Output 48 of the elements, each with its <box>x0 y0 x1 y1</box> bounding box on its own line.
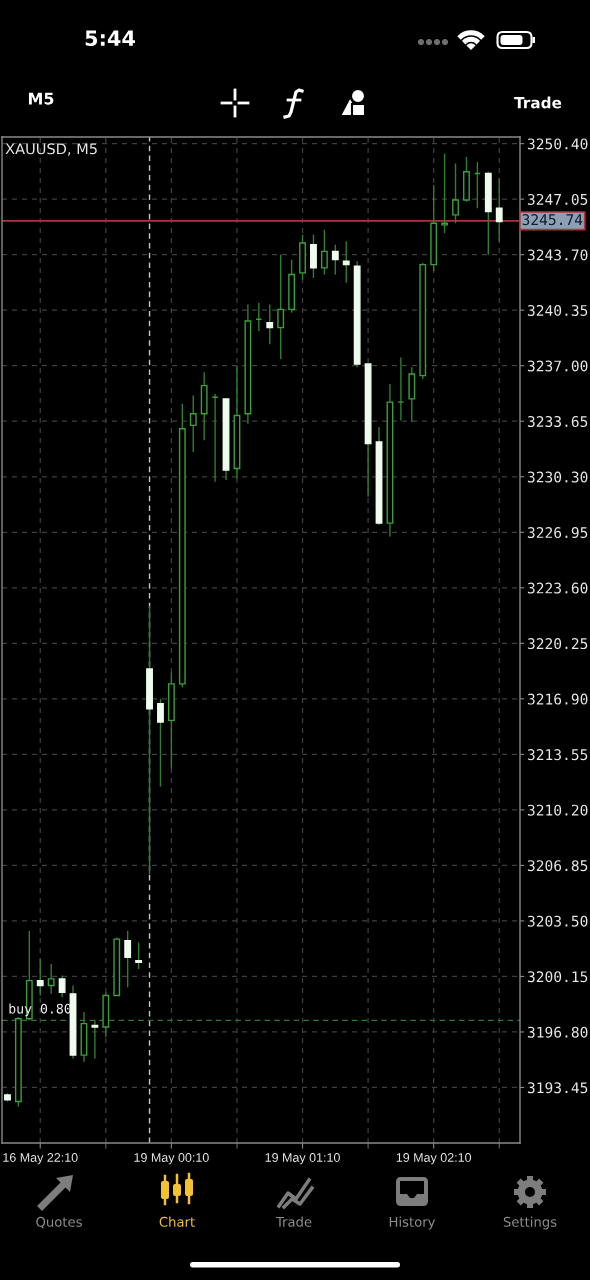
candlestick <box>124 930 132 988</box>
candlestick <box>342 240 350 284</box>
x-tick-label: 16 May 22:10 <box>3 1153 78 1165</box>
x-tick-label: 19 May 00:10 <box>134 1153 209 1165</box>
y-tick-label: 3216.90 <box>527 693 588 705</box>
candlestick <box>495 177 503 243</box>
candlestick <box>58 974 66 998</box>
text: Trade <box>275 1216 312 1227</box>
ref-line-label: 3245.74 <box>522 214 583 226</box>
y-tick-label: 3230.30 <box>527 471 588 483</box>
text: Chart <box>159 1216 195 1227</box>
candlestick <box>320 229 328 276</box>
candlestick <box>157 698 164 788</box>
text: 5:44 <box>85 30 135 47</box>
chart-title: XAUUSD, M5 <box>5 143 97 156</box>
y-tick-label: 3250.40 <box>527 138 588 150</box>
text: Trade <box>514 96 562 109</box>
x-tick-label: 19 May 01:10 <box>265 1153 340 1165</box>
y-tick-label: 3247.05 <box>527 193 588 205</box>
text: History <box>389 1216 436 1230</box>
y-tick-label: 3193.45 <box>527 1082 588 1094</box>
candlestick <box>277 253 285 360</box>
candlestick <box>441 152 449 234</box>
candlestick <box>266 303 274 345</box>
y-tick-label: 3200.15 <box>527 971 588 983</box>
y-tick-label: 3223.60 <box>527 582 588 594</box>
candlestick <box>189 394 197 453</box>
candlestick <box>135 941 143 970</box>
y-tick-label: 3203.50 <box>527 915 588 927</box>
candlestick <box>310 234 317 279</box>
y-tick-label: 3196.80 <box>527 1026 588 1038</box>
y-tick-label: 3240.35 <box>527 304 588 316</box>
x-tick-label: 19 May 02:10 <box>396 1153 472 1165</box>
candlestick <box>36 958 44 997</box>
y-tick-label: 3220.25 <box>527 638 588 650</box>
y-tick-label: 3237.00 <box>527 360 588 372</box>
candlestick <box>47 963 55 995</box>
text: M5 <box>28 92 54 105</box>
y-tick-label: 3226.95 <box>527 527 588 539</box>
y-tick-label: 3243.70 <box>527 249 588 261</box>
candlestick <box>331 244 339 276</box>
y-tick-label: 3233.65 <box>527 415 588 428</box>
text: Settings <box>503 1216 557 1230</box>
text: Quotes <box>36 1216 82 1229</box>
y-tick-label: 3213.55 <box>527 749 588 761</box>
y-tick-label: 3206.85 <box>527 860 588 872</box>
y-tick-label: 3210.20 <box>527 804 588 816</box>
candlestick <box>452 162 459 224</box>
